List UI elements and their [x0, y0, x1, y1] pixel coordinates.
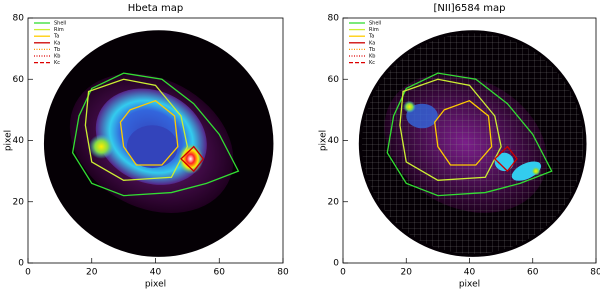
legend-label: Rim — [369, 27, 379, 33]
contour — [71, 72, 240, 197]
x-tick-label: 0 — [340, 268, 346, 278]
y-axis-label: pixel — [319, 130, 329, 151]
x-tick-label: 60 — [214, 268, 226, 278]
legend-label: Kc — [369, 60, 375, 66]
grid-texture — [361, 33, 584, 254]
contour — [180, 145, 205, 173]
contour — [399, 78, 502, 181]
legend-label: Ka — [54, 40, 60, 46]
legend-label: Shell — [54, 21, 66, 27]
legend-label: Ta — [53, 34, 59, 40]
emission-knot — [494, 152, 514, 172]
x-tick-label: 20 — [86, 268, 98, 278]
contour — [386, 72, 553, 197]
contour — [434, 99, 493, 166]
x-tick-label: 80 — [277, 268, 289, 278]
y-tick-label: 40 — [13, 136, 25, 146]
y-tick-label: 20 — [328, 197, 340, 207]
x-axis-label: pixel — [145, 280, 166, 290]
x-tick-label: 40 — [150, 268, 162, 278]
emission-core — [126, 125, 178, 169]
chart-title: Hbeta map — [128, 3, 183, 14]
x-tick-label: 60 — [527, 268, 539, 278]
panel: 0 20 40 60 80 0 20 40 60 80 [NII]6584 map pixel pixe… — [319, 3, 600, 290]
chart-title: [NII]6584 map — [433, 3, 505, 14]
panel: 0 20 40 60 80 0 20 40 60 80 Hbeta map pixel pixel She… — [4, 3, 289, 290]
legend-label: Shell — [369, 21, 381, 27]
x-tick-label: 80 — [590, 268, 600, 278]
emission-knot — [403, 100, 416, 113]
legend-label: Ka — [369, 40, 375, 46]
y-tick-label: 0 — [18, 259, 24, 269]
contour — [119, 99, 179, 166]
y-axis-label: pixel — [4, 130, 14, 151]
emission-knot — [531, 166, 541, 176]
legend-label: Kc — [54, 60, 60, 66]
contour — [84, 78, 189, 181]
y-tick-label: 80 — [328, 14, 340, 24]
y-tick-label: 0 — [333, 259, 339, 269]
emission-knot — [88, 134, 115, 159]
legend-label: Kb — [369, 54, 375, 60]
legend-label: Tb — [53, 47, 60, 53]
contour — [493, 145, 518, 173]
x-tick-label: 40 — [464, 268, 476, 278]
x-axis-label: pixel — [459, 280, 480, 290]
y-tick-label: 60 — [328, 75, 340, 85]
emission-knot — [511, 161, 542, 181]
y-tick-label: 20 — [13, 197, 25, 207]
y-tick-label: 80 — [13, 14, 25, 24]
y-tick-label: 40 — [328, 136, 340, 146]
y-tick-label: 60 — [13, 75, 25, 85]
x-tick-label: 0 — [25, 268, 31, 278]
legend-label: Tb — [368, 47, 375, 53]
legend-label: Rim — [54, 27, 64, 33]
legend-label: Ta — [368, 34, 374, 40]
x-tick-label: 20 — [401, 268, 413, 278]
legend-label: Kb — [54, 54, 60, 60]
